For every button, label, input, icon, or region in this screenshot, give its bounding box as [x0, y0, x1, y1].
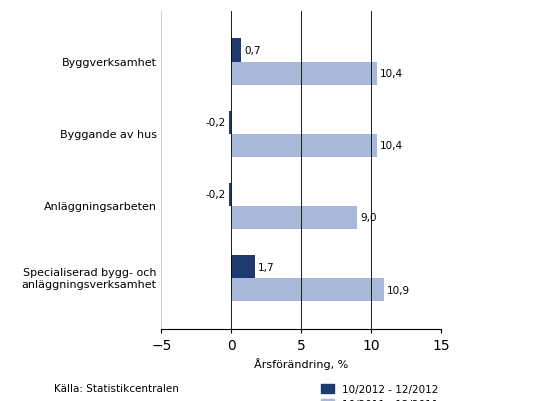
Text: 10,9: 10,9 [387, 285, 410, 295]
Bar [229, 111, 231, 134]
Bar [231, 39, 241, 63]
Text: -0,2: -0,2 [206, 190, 226, 200]
Bar [231, 255, 255, 278]
X-axis label: Årsförändring, %: Årsförändring, % [254, 357, 349, 369]
Text: Källa: Statistikcentralen: Källa: Statistikcentralen [54, 383, 179, 393]
Text: 10,4: 10,4 [380, 69, 403, 79]
Text: 10,4: 10,4 [380, 141, 403, 151]
Text: 0,7: 0,7 [244, 46, 260, 56]
Legend: 10/2012 - 12/2012, 10/2011 - 12/2011: 10/2012 - 12/2012, 10/2011 - 12/2011 [318, 381, 442, 401]
Bar [231, 134, 377, 158]
Text: 1,7: 1,7 [258, 262, 274, 272]
Text: 9,0: 9,0 [360, 213, 377, 223]
Text: -0,2: -0,2 [206, 118, 226, 128]
Bar [229, 183, 231, 207]
Bar [231, 278, 384, 302]
Bar [231, 207, 357, 229]
Bar [231, 63, 377, 85]
